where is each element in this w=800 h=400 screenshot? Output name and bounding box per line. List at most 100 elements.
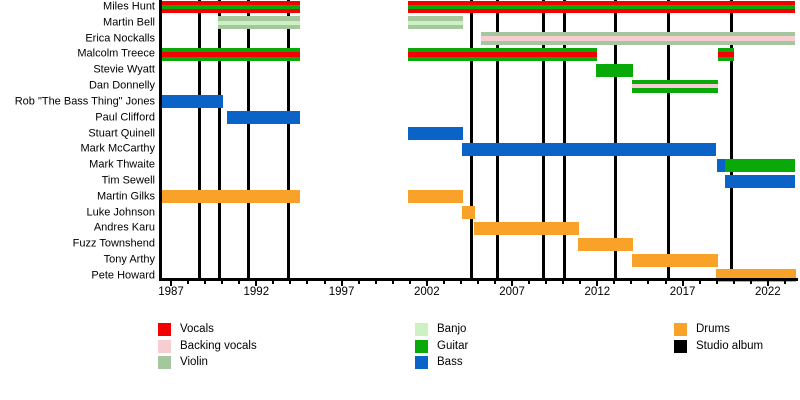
axis-minor-tick [647, 280, 650, 284]
member-label: Stuart Quinell [88, 127, 155, 140]
bar-stripe-guitar [408, 47, 598, 53]
legend-label: Backing vocals [180, 339, 257, 352]
member-label: Mark McCarthy [80, 142, 155, 155]
bar-stripe-vocals [717, 52, 735, 57]
member-label: Fuzz Townshend [72, 237, 155, 250]
axis-minor-tick [323, 280, 326, 284]
axis-major-tick [425, 280, 428, 286]
member-label: Luke Johnson [86, 206, 156, 219]
studio-album-line [218, 0, 222, 278]
bar-stripe-vocals [408, 0, 796, 5]
bar-stripe-backing-vocals [481, 36, 796, 41]
bar-stripe-violin [218, 16, 301, 21]
timeline-bar [408, 16, 464, 30]
studio-album-line [470, 0, 474, 278]
timeline-bar [462, 206, 476, 220]
studio-album-line [541, 0, 545, 278]
studio-album-line [197, 0, 201, 278]
timeline-bar [578, 237, 634, 251]
bar-stripe-bass [161, 95, 223, 109]
timeline-bar [474, 221, 580, 235]
bar-stripe-guitar [408, 56, 598, 61]
timeline-bar [408, 0, 796, 14]
axis-minor-tick [664, 280, 667, 284]
timeline-bar [481, 32, 796, 46]
axis-minor-tick [476, 280, 479, 284]
member-label: Stevie Wyatt [93, 63, 155, 76]
bar-stripe-bass [462, 142, 716, 156]
axis-tick-label: 2012 [584, 286, 611, 298]
bar-stripe-violin [408, 16, 464, 21]
bar-stripe-drums [462, 206, 476, 220]
axis-major-tick [681, 280, 684, 286]
legend-label: Vocals [180, 323, 214, 335]
bar-stripe-guitar [631, 79, 719, 84]
axis-minor-tick [408, 280, 411, 284]
member-label: Pete Howard [91, 269, 155, 282]
axis-minor-tick [204, 280, 207, 284]
axis-major-tick [511, 280, 514, 286]
axis-major-tick [170, 280, 173, 286]
timeline-bar [408, 47, 598, 61]
axis-minor-tick [562, 280, 565, 284]
bar-stripe-drums [578, 237, 634, 251]
axis-minor-tick [630, 280, 633, 284]
bar-stripe-vocals [161, 0, 301, 5]
bar-stripe-bass [408, 127, 464, 141]
bar-stripe-vocals [408, 52, 598, 57]
legend-swatch-studio-album [674, 339, 687, 353]
axis-minor-tick [698, 280, 701, 284]
bar-stripe-guitar [725, 158, 796, 172]
member-label: Martin Bell [103, 16, 155, 29]
bar-stripe-guitar [596, 63, 634, 77]
timeline-bar [631, 253, 719, 267]
bar-stripe-violin [481, 40, 796, 46]
axis-minor-tick [494, 280, 497, 284]
bar-stripe-guitar [717, 47, 735, 53]
axis-tick-label: 1992 [243, 286, 270, 298]
timeline-bar [408, 190, 464, 204]
legend-swatch-backing-vocals [158, 339, 171, 353]
member-label: Malcolm Treece [77, 47, 155, 60]
axis-minor-tick [613, 280, 616, 284]
axis-major-tick [340, 280, 343, 286]
legend-swatch-banjo [415, 323, 428, 336]
axis-minor-tick [357, 280, 360, 284]
axis-minor-tick [459, 280, 462, 284]
bar-stripe-guitar [717, 56, 735, 61]
axis-tick-label: 2007 [499, 286, 525, 298]
bar-stripe-drums [161, 190, 301, 204]
legend-label: Studio album [696, 339, 764, 352]
timeline-bar [631, 79, 719, 93]
bar-stripe-guitar [161, 4, 301, 10]
axis-minor-tick [306, 280, 309, 284]
timeline-bar [226, 111, 301, 125]
bar-stripe-bass [716, 158, 726, 172]
axis-major-tick [596, 280, 599, 286]
legend-label: Banjo [437, 323, 467, 335]
bar-stripe-vocals [161, 52, 301, 57]
timeline-bar [161, 190, 301, 204]
studio-album-line [246, 0, 250, 278]
studio-album-line [286, 0, 290, 278]
axis-minor-tick [374, 280, 377, 284]
y-axis [159, 0, 162, 280]
legend-swatch-guitar [415, 339, 428, 353]
bar-stripe-guitar [631, 88, 719, 93]
axis-minor-tick [221, 280, 224, 284]
axis-minor-tick [545, 280, 548, 284]
member-label: Tim Sewell [101, 174, 155, 187]
bar-stripe-drums [408, 190, 464, 204]
axis-minor-tick [187, 280, 190, 284]
studio-album-line [613, 0, 617, 278]
legend-label: Bass [437, 356, 463, 368]
studio-album-line [667, 0, 671, 278]
axis-minor-tick [272, 280, 275, 284]
studio-album-line [496, 0, 500, 278]
timeline-bar [717, 47, 735, 61]
plot-area: Miles Hunt Martin Bell Erica Nockalls Malco… [15, 0, 798, 298]
axis-minor-tick [391, 280, 394, 284]
axis-minor-tick [442, 280, 445, 284]
studio-album-line [729, 0, 733, 278]
bar-stripe-bass [725, 174, 796, 188]
